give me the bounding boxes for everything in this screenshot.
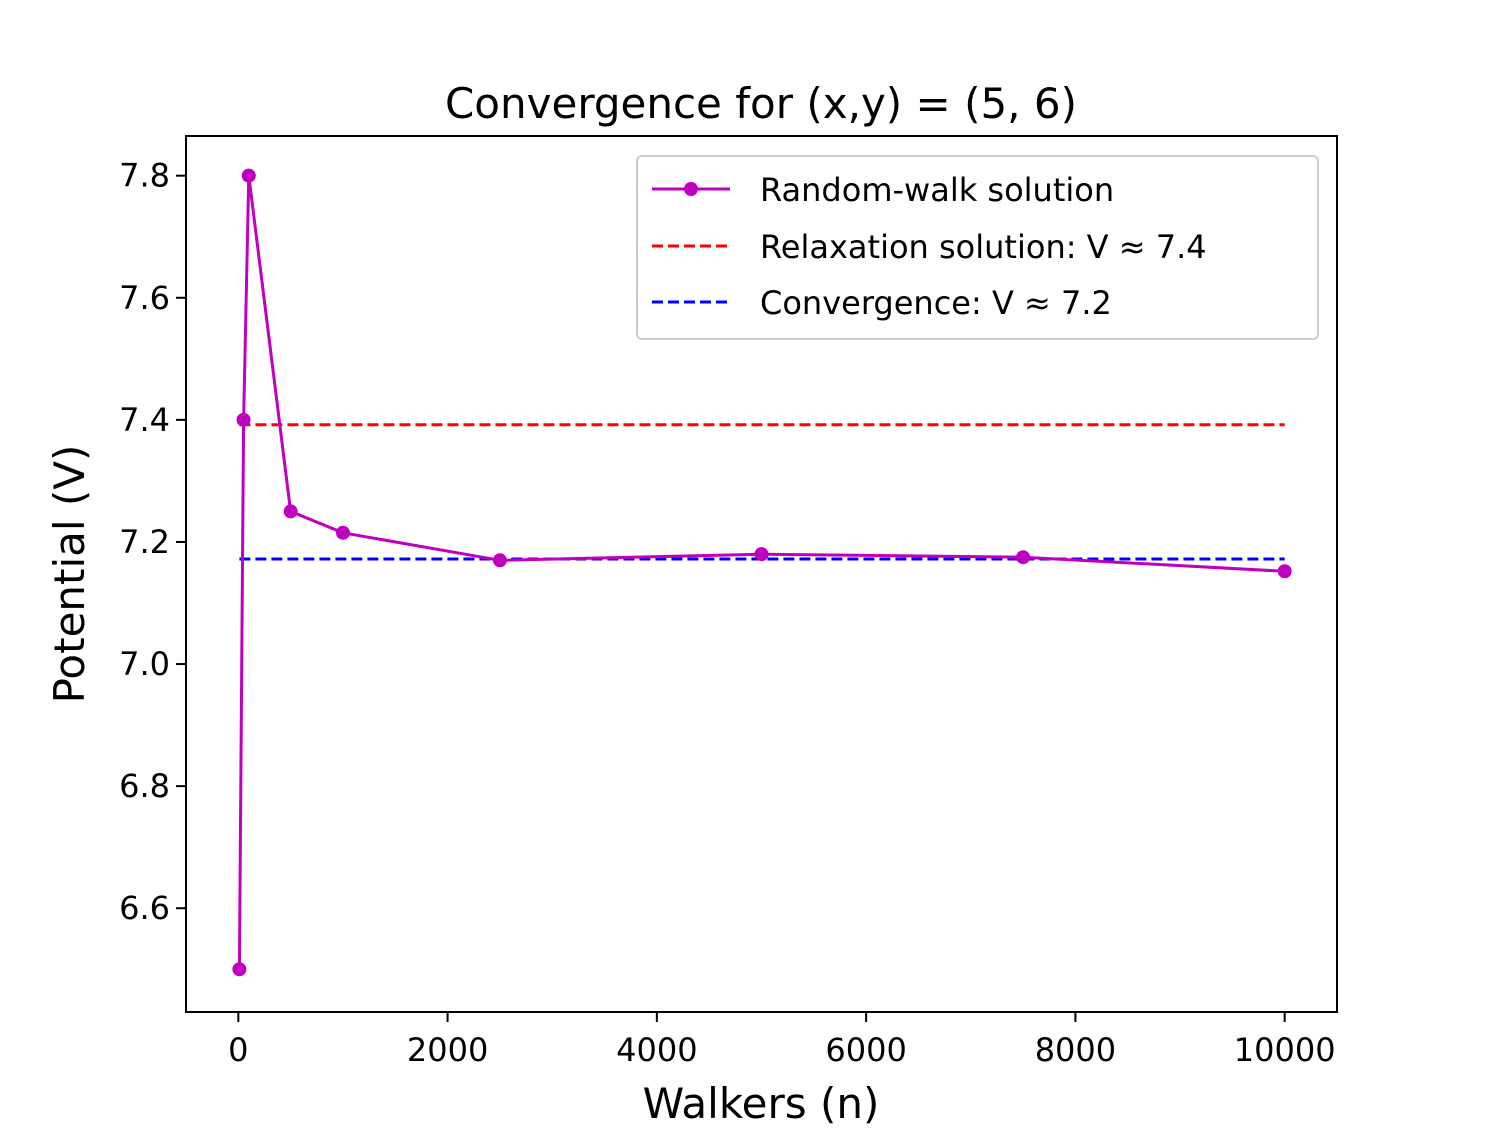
legend-marker <box>684 182 698 196</box>
x-tick-label: 8000 <box>1035 1031 1116 1069</box>
y-axis-label: Potential (V) <box>45 445 94 704</box>
data-point <box>492 553 507 568</box>
data-point <box>335 525 350 540</box>
x-axis-label: Walkers (n) <box>643 1079 880 1128</box>
series-layer <box>232 168 1292 977</box>
data-point <box>241 168 256 183</box>
data-point <box>236 412 251 427</box>
legend-label-random-walk: Random-walk solution <box>760 171 1114 209</box>
y-tick-label: 7.6 <box>119 279 170 317</box>
legend-label-relaxation: Relaxation solution: V ≈ 7.4 <box>760 228 1207 266</box>
y-axis-ticks: 6.6 6.8 7.0 7.2 7.4 7.6 7.8 <box>119 157 186 927</box>
y-tick-label: 6.8 <box>119 767 170 805</box>
x-tick-label: 0 <box>228 1031 248 1069</box>
legend-box <box>636 155 1319 340</box>
data-point <box>283 504 298 519</box>
x-axis-ticks: 0 2000 4000 6000 8000 10000 <box>228 1012 1336 1069</box>
x-tick-label: 10000 <box>1234 1031 1336 1069</box>
data-point <box>1277 564 1292 579</box>
x-tick-label: 6000 <box>825 1031 906 1069</box>
y-tick-label: 7.2 <box>119 523 170 561</box>
y-tick-label: 7.8 <box>119 157 170 195</box>
y-tick-label: 7.0 <box>119 645 170 683</box>
y-tick-label: 6.6 <box>119 889 170 927</box>
x-tick-label: 4000 <box>616 1031 697 1069</box>
chart-title: Convergence for (x,y) = (5, 6) <box>445 79 1077 128</box>
y-tick-label: 7.4 <box>119 401 170 439</box>
data-point <box>1016 550 1031 565</box>
legend-items: Random-walk solution Relaxation solution:… <box>652 171 1207 322</box>
legend-label-convergence: Convergence: V ≈ 7.2 <box>760 284 1112 322</box>
data-point <box>232 962 247 977</box>
x-tick-label: 2000 <box>407 1031 488 1069</box>
legend: Random-walk solution Relaxation solution:… <box>636 155 1319 340</box>
plot-frame <box>185 135 1338 1013</box>
data-point <box>754 547 769 562</box>
